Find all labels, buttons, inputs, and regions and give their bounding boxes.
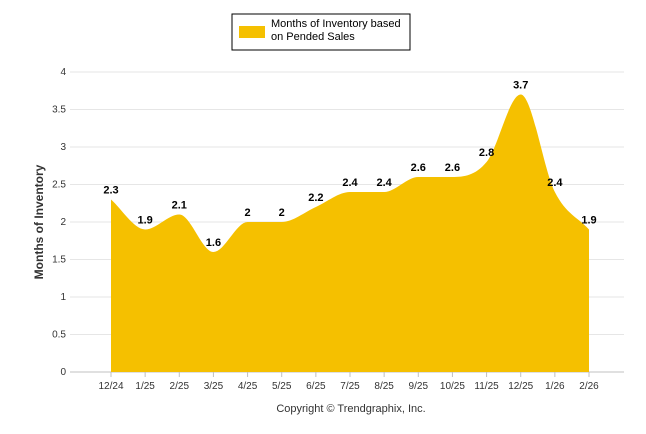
data-label-12-25: 3.7 bbox=[513, 80, 528, 92]
x-tick-label-12-25: 12/25 bbox=[508, 381, 533, 392]
y-tick-label-0-5: 0.5 bbox=[52, 330, 66, 341]
x-tick-label-12-24: 12/24 bbox=[98, 381, 123, 392]
legend-label-line-2: on Pended Sales bbox=[271, 31, 355, 43]
data-label-1-26: 2.4 bbox=[547, 177, 563, 189]
data-label-9-25: 2.6 bbox=[411, 162, 426, 174]
data-label-4-25: 2 bbox=[245, 207, 251, 219]
y-axis-ticks: 0 0.5 1 1.5 2 2.5 3 3.5 4 bbox=[52, 67, 66, 378]
x-tick-label-2-26: 2/26 bbox=[579, 381, 599, 392]
y-axis-title: Months of Inventory bbox=[32, 164, 46, 279]
data-label-12-24: 2.3 bbox=[103, 185, 118, 197]
y-tick-label-1: 1 bbox=[60, 292, 66, 303]
chart-legend[interactable]: Months of Inventory based on Pended Sale… bbox=[231, 13, 411, 51]
x-tick-label-11-25: 11/25 bbox=[474, 381, 499, 392]
data-label-5-25: 2 bbox=[279, 207, 285, 219]
y-tick-label-3: 3 bbox=[60, 142, 66, 153]
y-tick-label-0: 0 bbox=[60, 367, 66, 378]
x-axis-ticks: 12/24 1/25 2/25 3/25 4/25 5/25 6/25 7/25 8/25 9/2… bbox=[98, 372, 599, 392]
data-label-6-25: 2.2 bbox=[308, 192, 323, 204]
data-label-11-25: 2.8 bbox=[479, 147, 494, 159]
data-label-10-25: 2.6 bbox=[445, 162, 460, 174]
y-tick-label-2: 2 bbox=[60, 217, 66, 228]
x-tick-label-1-26: 1/26 bbox=[545, 381, 565, 392]
x-tick-label-5-25: 5/25 bbox=[272, 381, 292, 392]
x-tick-label-4-25: 4/25 bbox=[238, 381, 258, 392]
x-tick-label-9-25: 9/25 bbox=[409, 381, 429, 392]
legend-swatch bbox=[239, 26, 265, 38]
data-label-7-25: 2.4 bbox=[342, 177, 358, 189]
x-tick-label-2-25: 2/25 bbox=[170, 381, 190, 392]
x-tick-label-10-25: 10/25 bbox=[440, 381, 465, 392]
y-tick-label-1-5: 1.5 bbox=[52, 255, 66, 266]
data-label-1-25: 1.9 bbox=[137, 215, 152, 227]
inventory-area-series[interactable] bbox=[111, 94, 589, 373]
data-label-2-26: 1.9 bbox=[581, 215, 596, 227]
y-tick-label-4: 4 bbox=[60, 67, 66, 78]
x-tick-label-8-25: 8/25 bbox=[374, 381, 394, 392]
legend-label-line-1: Months of Inventory based bbox=[271, 18, 401, 30]
data-label-2-25: 2.1 bbox=[172, 200, 187, 212]
x-tick-label-1-25: 1/25 bbox=[135, 381, 155, 392]
data-label-8-25: 2.4 bbox=[376, 177, 392, 189]
x-tick-label-6-25: 6/25 bbox=[306, 381, 326, 392]
copyright-credit: Copyright © Trendgraphix, Inc. bbox=[276, 403, 425, 415]
data-labels: 2.3 1.9 2.1 1.6 2 2 2.2 2.4 2.4 2.6 2.6 2.8 3.7 2.4 1.… bbox=[103, 80, 596, 250]
y-tick-label-2-5: 2.5 bbox=[52, 180, 66, 191]
x-tick-label-7-25: 7/25 bbox=[340, 381, 360, 392]
y-tick-label-3-5: 3.5 bbox=[52, 105, 66, 116]
data-label-3-25: 1.6 bbox=[206, 237, 221, 249]
x-tick-label-3-25: 3/25 bbox=[204, 381, 224, 392]
